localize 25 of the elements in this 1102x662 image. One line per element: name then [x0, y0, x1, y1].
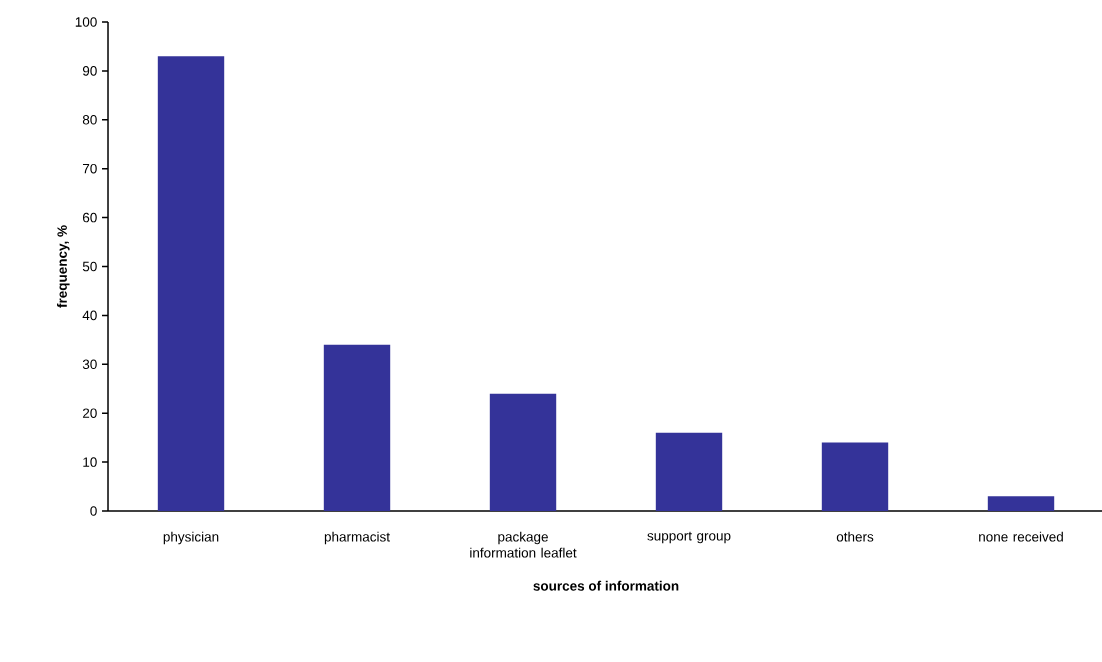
y-tick-label: 10 — [83, 457, 97, 467]
bar — [655, 432, 723, 511]
bar — [821, 442, 889, 511]
x-tick-label: physician — [163, 531, 219, 545]
y-tick-label: 30 — [82, 359, 97, 370]
x-tick-label: pharmacist — [324, 531, 390, 545]
y-tick-label: 20 — [82, 408, 97, 418]
bar — [987, 496, 1055, 511]
y-tick-label: 80 — [82, 115, 97, 125]
y-tick-label: 50 — [82, 261, 97, 272]
y-tick-label: 60 — [82, 212, 97, 223]
x-tick-label: none received — [979, 531, 1063, 542]
bar — [323, 344, 391, 511]
x-axis-title: sources of information — [533, 580, 679, 591]
y-tick-label: 90 — [82, 66, 97, 76]
x-tick-label: package information leaflet — [470, 531, 577, 558]
bar — [157, 56, 225, 511]
bar — [489, 393, 557, 511]
y-tick-label: 70 — [82, 163, 97, 174]
y-tick-label: 40 — [82, 310, 97, 321]
x-tick-label: others — [836, 531, 874, 542]
y-axis-title: frequency, % — [57, 225, 70, 308]
y-tick-label: 0 — [90, 506, 97, 516]
y-tick-label: 100 — [75, 17, 97, 27]
x-tick-label: support group — [647, 531, 731, 544]
